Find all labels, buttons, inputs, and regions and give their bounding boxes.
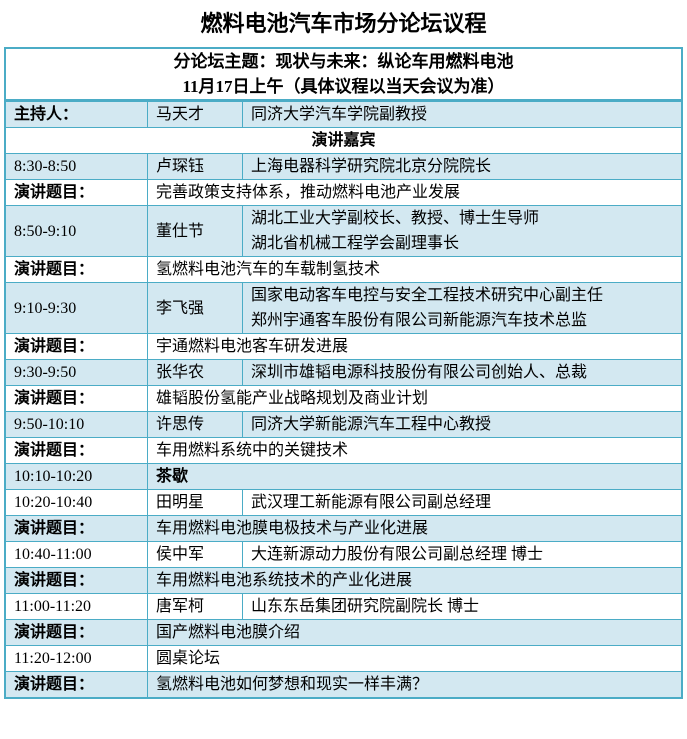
topic-label: 演讲题目：	[6, 334, 148, 359]
speaker-name: 卢琛钰	[148, 154, 243, 179]
table-row-topic: 演讲题目： 车用燃料系统中的关键技术	[6, 437, 681, 463]
speaker-name: 田明星	[148, 490, 243, 515]
talk-topic: 车用燃料电池膜电极技术与产业化进展	[156, 520, 429, 537]
speaker-name: 张华农	[148, 360, 243, 385]
speaker-title-line: 山东东岳集团研究院副院长 博士	[251, 598, 480, 615]
talk-topic: 氢燃料电池汽车的车载制氢技术	[156, 261, 381, 278]
speaker-title-line: 湖北工业大学副校长、教授、博士生导师	[251, 210, 540, 227]
topic-label: 演讲题目：	[6, 438, 148, 463]
speaker-title: 山东东岳集团研究院副院长 博士	[243, 594, 681, 619]
talk-topic: 宇通燃料电池客车研发进展	[156, 338, 349, 355]
time-slot: 9:30-9:50	[6, 360, 148, 385]
table-row-speaker: 9:10-9:30 李飞强 国家电动客车电控与安全工程技术研究中心副主任 郑州宇通客车…	[6, 282, 681, 333]
table-row-speaker: 9:50-10:10 许思传 同济大学新能源汽车工程中心教授	[6, 411, 681, 437]
topic-label: 演讲题目：	[6, 516, 148, 541]
roundtable-label: 圆桌论坛	[156, 650, 221, 667]
topic-label: 演讲题目：	[6, 180, 148, 205]
page-title: 燃料电池汽车市场分论坛议程	[200, 11, 487, 36]
table-row-topic: 演讲题目： 氢燃料电池汽车的车载制氢技术	[6, 256, 681, 282]
talk-topic: 氢燃料电池如何梦想和现实一样丰满？	[156, 676, 429, 693]
table-row-topic: 演讲题目： 车用燃料电池系统技术的产业化进展	[6, 567, 681, 593]
talk-topic: 车用燃料系统中的关键技术	[156, 442, 349, 459]
table-row-speaker: 11:00-11:20 唐军柯 山东东岳集团研究院副院长 博士	[6, 593, 681, 619]
speaker-title-line: 大连新源动力股份有限公司副总经理 博士	[251, 546, 544, 563]
speaker-title: 同济大学新能源汽车工程中心教授	[243, 412, 681, 437]
talk-topic: 完善政策支持体系，推动燃料电池产业发展	[156, 184, 461, 201]
table-row-topic: 演讲题目： 国产燃料电池膜介绍	[6, 619, 681, 645]
time-slot: 9:10-9:30	[6, 283, 148, 333]
time-slot: 10:40-11:00	[6, 542, 148, 567]
speaker-title: 深圳市雄韬电源科技股份有限公司创始人、总裁	[243, 360, 681, 385]
speaker-name: 唐军柯	[148, 594, 243, 619]
time-slot: 11:00-11:20	[6, 594, 148, 619]
speaker-title: 大连新源动力股份有限公司副总经理 博士	[243, 542, 681, 567]
speaker-name: 董仕节	[148, 206, 243, 256]
table-row-section: 演讲嘉宾	[6, 127, 681, 153]
speaker-title-line: 深圳市雄韬电源科技股份有限公司创始人、总裁	[251, 364, 588, 381]
agenda-body: 主持人： 马天才 同济大学汽车学院副教授演讲嘉宾 8:30-8:50 卢琛钰 上海电器科学…	[6, 102, 681, 697]
table-row-break: 10:10-10:20 茶歇	[6, 463, 681, 489]
speaker-title-line: 同济大学汽车学院副教授	[251, 106, 428, 123]
speaker-title: 国家电动客车电控与安全工程技术研究中心副主任 郑州宇通客车股份有限公司新能源汽车技…	[243, 283, 681, 333]
speaker-title-line: 同济大学新能源汽车工程中心教授	[251, 416, 492, 433]
time-slot: 11:20-12:00	[6, 646, 148, 671]
speaker-title-line: 武汉理工新能源有限公司副总经理	[251, 494, 492, 511]
speaker-name: 马天才	[148, 102, 243, 127]
speaker-title-line: 上海电器科学研究院北京分院院长	[251, 158, 492, 175]
topic-label: 演讲题目：	[6, 568, 148, 593]
section-title: 演讲嘉宾	[311, 132, 376, 149]
speaker-title: 湖北工业大学副校长、教授、博士生导师 湖北省机械工程学会副理事长	[243, 206, 681, 256]
speaker-title: 上海电器科学研究院北京分院院长	[243, 154, 681, 179]
table-row-roundtable: 11:20-12:00 圆桌论坛	[6, 645, 681, 671]
document-page: 燃料电池汽车市场分论坛议程 分论坛主题：现状与未来：纵论车用燃料电池 11月17…	[4, 11, 683, 699]
table-row-speaker: 8:50-9:10 董仕节 湖北工业大学副校长、教授、博士生导师 湖北省机械工程学会副…	[6, 205, 681, 256]
topic-label: 演讲题目：	[6, 672, 148, 697]
talk-topic: 国产燃料电池膜介绍	[156, 624, 301, 641]
table-row-host: 主持人： 马天才 同济大学汽车学院副教授	[6, 102, 681, 127]
time-slot: 8:30-8:50	[6, 154, 148, 179]
speaker-title: 同济大学汽车学院副教授	[243, 102, 681, 127]
time-slot: 8:50-9:10	[6, 206, 148, 256]
table-row-topic: 演讲题目： 氢燃料电池如何梦想和现实一样丰满？	[6, 671, 681, 697]
topic-label: 演讲题目：	[6, 620, 148, 645]
topic-label: 演讲题目：	[6, 257, 148, 282]
table-row-speaker: 10:40-11:00 侯中军 大连新源动力股份有限公司副总经理 博士	[6, 541, 681, 567]
table-row-speaker: 8:30-8:50 卢琛钰 上海电器科学研究院北京分院院长	[6, 153, 681, 179]
agenda-table: 分论坛主题：现状与未来：纵论车用燃料电池 11月17日上午（具体议程以当天会议为…	[4, 47, 683, 699]
table-header-row: 分论坛主题：现状与未来：纵论车用燃料电池 11月17日上午（具体议程以当天会议为…	[6, 49, 681, 102]
speaker-name: 侯中军	[148, 542, 243, 567]
break-label: 茶歇	[156, 468, 189, 485]
topic-label: 演讲题目：	[6, 386, 148, 411]
table-row-topic: 演讲题目： 雄韬股份氢能产业战略规划及商业计划	[6, 385, 681, 411]
speaker-title-line: 郑州宇通客车股份有限公司新能源汽车技术总监	[251, 312, 588, 329]
table-row-speaker: 10:20-10:40 田明星 武汉理工新能源有限公司副总经理	[6, 489, 681, 515]
forum-theme-line: 分论坛主题：现状与未来：纵论车用燃料电池	[173, 52, 514, 71]
speaker-name: 许思传	[148, 412, 243, 437]
speaker-title: 武汉理工新能源有限公司副总经理	[243, 490, 681, 515]
speaker-name: 李飞强	[148, 283, 243, 333]
time-slot: 10:10-10:20	[6, 464, 148, 489]
forum-date-line: 11月17日上午（具体议程以当天会议为准）	[182, 77, 505, 96]
talk-topic: 车用燃料电池系统技术的产业化进展	[156, 572, 413, 589]
table-row-topic: 演讲题目： 车用燃料电池膜电极技术与产业化进展	[6, 515, 681, 541]
talk-topic: 雄韬股份氢能产业战略规划及商业计划	[156, 390, 429, 407]
table-row-speaker: 9:30-9:50 张华农 深圳市雄韬电源科技股份有限公司创始人、总裁	[6, 359, 681, 385]
time-slot: 9:50-10:10	[6, 412, 148, 437]
time-slot: 10:20-10:40	[6, 490, 148, 515]
table-row-topic: 演讲题目： 宇通燃料电池客车研发进展	[6, 333, 681, 359]
speaker-title-line: 国家电动客车电控与安全工程技术研究中心副主任	[251, 287, 604, 304]
table-row-topic: 演讲题目： 完善政策支持体系，推动燃料电池产业发展	[6, 179, 681, 205]
speaker-title-line: 湖北省机械工程学会副理事长	[251, 235, 460, 252]
host-label: 主持人：	[6, 102, 148, 127]
